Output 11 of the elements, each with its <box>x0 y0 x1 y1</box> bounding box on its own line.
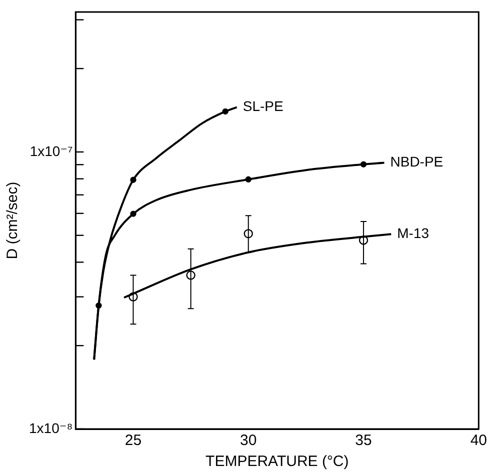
y-tick-label: 1x10⁻⁸ <box>29 420 73 436</box>
x-tick-label: 25 <box>124 432 142 450</box>
x-tick-label: 40 <box>470 432 487 450</box>
series-label: SL-PE <box>242 98 284 114</box>
x-tick-label: 35 <box>355 432 372 450</box>
x-tick-label: 30 <box>240 432 257 450</box>
y-axis-title: D (cm²/sec) <box>4 182 22 260</box>
series-label: M-13 <box>397 225 430 242</box>
y-tick-label: 1x10⁻⁷ <box>30 142 73 159</box>
x-axis-title: TEMPERATURE (°C) <box>206 453 349 470</box>
series-label: NBD-PE <box>390 154 444 170</box>
